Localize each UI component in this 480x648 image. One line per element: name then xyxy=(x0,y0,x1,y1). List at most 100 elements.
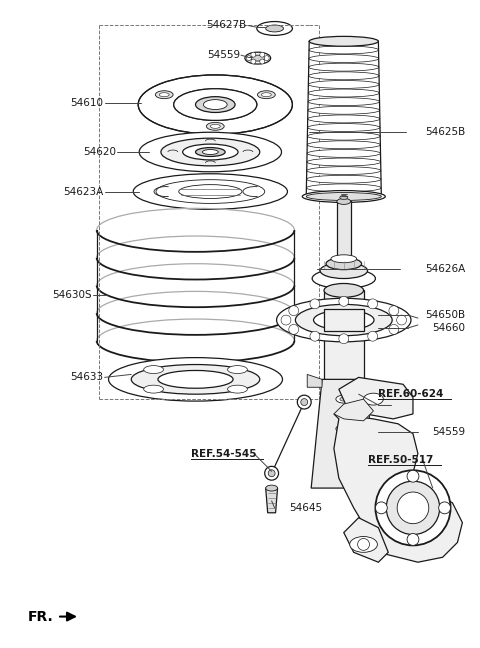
Polygon shape xyxy=(324,290,363,429)
Circle shape xyxy=(368,331,378,341)
Text: 54559: 54559 xyxy=(432,427,466,437)
Ellipse shape xyxy=(204,100,227,110)
Ellipse shape xyxy=(257,21,292,36)
Ellipse shape xyxy=(340,427,348,431)
Polygon shape xyxy=(266,488,277,513)
Text: REF.50-517: REF.50-517 xyxy=(369,456,434,465)
Circle shape xyxy=(389,428,397,435)
Circle shape xyxy=(396,315,407,325)
Circle shape xyxy=(385,424,401,439)
Ellipse shape xyxy=(307,176,381,183)
Ellipse shape xyxy=(340,456,348,460)
Ellipse shape xyxy=(139,132,281,172)
Ellipse shape xyxy=(262,93,271,97)
Ellipse shape xyxy=(210,124,220,128)
Circle shape xyxy=(260,52,264,57)
Circle shape xyxy=(386,481,440,535)
Ellipse shape xyxy=(195,97,235,113)
Circle shape xyxy=(358,538,370,550)
Ellipse shape xyxy=(308,124,380,132)
Ellipse shape xyxy=(331,255,357,262)
Text: 54626A: 54626A xyxy=(425,264,466,273)
Ellipse shape xyxy=(308,80,379,88)
Ellipse shape xyxy=(266,485,277,491)
Circle shape xyxy=(281,315,291,325)
Text: FR.: FR. xyxy=(27,610,53,623)
Circle shape xyxy=(260,59,264,64)
Circle shape xyxy=(439,502,451,514)
Ellipse shape xyxy=(307,167,381,174)
Ellipse shape xyxy=(156,91,173,98)
Polygon shape xyxy=(307,375,322,388)
Ellipse shape xyxy=(336,395,352,403)
Ellipse shape xyxy=(337,198,351,204)
Ellipse shape xyxy=(363,393,384,405)
Text: 54625B: 54625B xyxy=(425,127,466,137)
Polygon shape xyxy=(311,379,376,488)
Circle shape xyxy=(301,399,308,406)
Ellipse shape xyxy=(228,365,247,373)
Ellipse shape xyxy=(309,72,379,80)
Circle shape xyxy=(389,325,399,334)
Circle shape xyxy=(384,396,403,416)
Ellipse shape xyxy=(251,55,264,61)
Circle shape xyxy=(251,52,256,57)
Circle shape xyxy=(388,401,398,411)
Text: 54627B: 54627B xyxy=(207,21,247,30)
Ellipse shape xyxy=(324,422,363,435)
Ellipse shape xyxy=(266,25,284,32)
Ellipse shape xyxy=(306,192,381,200)
Circle shape xyxy=(264,467,278,480)
Circle shape xyxy=(251,59,256,64)
Ellipse shape xyxy=(138,75,292,134)
Ellipse shape xyxy=(306,184,381,192)
Circle shape xyxy=(407,533,419,546)
Ellipse shape xyxy=(108,358,283,401)
Ellipse shape xyxy=(308,89,379,97)
Text: 54645: 54645 xyxy=(289,503,323,513)
Ellipse shape xyxy=(320,262,368,279)
Ellipse shape xyxy=(313,310,374,330)
Ellipse shape xyxy=(144,385,164,393)
Ellipse shape xyxy=(309,54,379,62)
Ellipse shape xyxy=(195,148,225,156)
Ellipse shape xyxy=(308,98,380,106)
Polygon shape xyxy=(339,377,413,419)
Circle shape xyxy=(375,502,387,514)
Ellipse shape xyxy=(307,158,381,166)
Ellipse shape xyxy=(131,365,260,394)
Ellipse shape xyxy=(257,91,275,98)
Ellipse shape xyxy=(159,93,169,97)
Ellipse shape xyxy=(295,305,392,336)
Polygon shape xyxy=(334,399,373,421)
Ellipse shape xyxy=(324,283,363,297)
Text: REF.60-624: REF.60-624 xyxy=(378,389,444,399)
Ellipse shape xyxy=(161,138,260,166)
Circle shape xyxy=(268,470,275,477)
Polygon shape xyxy=(344,518,388,562)
Circle shape xyxy=(289,306,299,316)
Polygon shape xyxy=(334,414,462,562)
Ellipse shape xyxy=(336,454,352,463)
Ellipse shape xyxy=(340,196,348,200)
Text: 54623A: 54623A xyxy=(63,187,104,196)
Ellipse shape xyxy=(144,365,164,373)
Ellipse shape xyxy=(307,132,380,140)
Ellipse shape xyxy=(174,89,257,121)
Ellipse shape xyxy=(306,192,381,200)
Ellipse shape xyxy=(309,46,379,54)
Ellipse shape xyxy=(174,89,257,121)
Ellipse shape xyxy=(308,115,380,123)
Ellipse shape xyxy=(302,191,385,202)
Circle shape xyxy=(297,395,311,409)
Text: 54650B: 54650B xyxy=(425,310,466,320)
Ellipse shape xyxy=(276,298,411,341)
Circle shape xyxy=(246,56,252,60)
Ellipse shape xyxy=(326,258,361,270)
Text: 54620: 54620 xyxy=(84,147,117,157)
Ellipse shape xyxy=(183,144,238,160)
Ellipse shape xyxy=(307,150,381,157)
Circle shape xyxy=(310,331,320,341)
Ellipse shape xyxy=(133,174,288,209)
Circle shape xyxy=(368,299,378,309)
